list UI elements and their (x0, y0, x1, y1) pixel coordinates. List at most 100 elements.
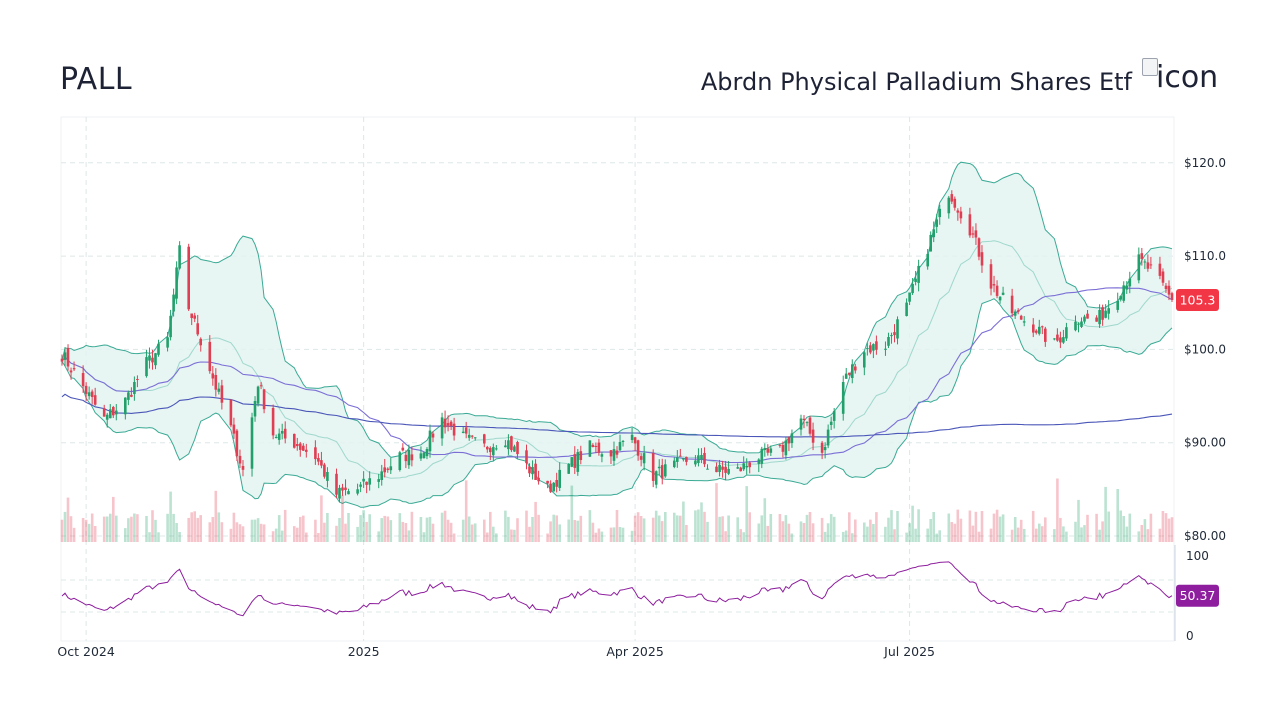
candle-body (145, 357, 148, 377)
volume-bar (579, 515, 583, 542)
candle-body (642, 453, 646, 464)
volume-bar (1107, 511, 1110, 542)
candle-body (555, 480, 558, 487)
volume-bar (576, 520, 580, 542)
volume-bar (929, 519, 932, 542)
volume-bar (706, 521, 709, 542)
volume-bar (280, 530, 284, 542)
volume-bar (398, 513, 402, 542)
candle-body (489, 447, 492, 453)
volume-bar (549, 521, 552, 542)
candle-body (896, 319, 899, 339)
candle-body (84, 385, 88, 394)
volume-bar (884, 526, 887, 542)
date-tick-label: 2025 (348, 644, 380, 659)
volume-bar (664, 512, 667, 542)
candle-body (676, 457, 679, 462)
candle-body (1140, 253, 1144, 259)
volume-bar (787, 523, 791, 542)
volume-bar (591, 522, 595, 542)
volume-bar (1010, 529, 1014, 542)
volume-bar (359, 515, 362, 542)
candle-body (799, 418, 803, 430)
candle-body (187, 246, 190, 310)
volume-bar (443, 510, 447, 542)
volume-bar (832, 516, 836, 542)
volume-bar (552, 514, 555, 542)
candle-body (69, 370, 73, 373)
candle-body (682, 458, 685, 460)
candle-body (609, 450, 613, 457)
candle-body (715, 466, 718, 473)
volume-bar (69, 516, 73, 542)
candle-body (241, 466, 245, 470)
candle-body (890, 335, 893, 337)
volume-bar (157, 532, 160, 542)
volume-bar (851, 533, 854, 542)
volume-bar (636, 512, 640, 542)
volume-bar (887, 517, 890, 542)
candle-body (81, 373, 85, 387)
volume-bar (757, 523, 761, 542)
candle-body (383, 467, 386, 473)
volume-bar (823, 531, 827, 542)
volume-bar (959, 518, 963, 542)
candle-body (660, 465, 664, 479)
candle-body (112, 407, 115, 416)
volume-bar (974, 511, 978, 542)
candle-body (673, 460, 676, 467)
volume-bar (766, 525, 770, 542)
candle-body (359, 484, 362, 487)
volume-bar (799, 521, 803, 542)
candle-body (980, 252, 984, 266)
volume-bar (528, 526, 531, 542)
volume-bar (293, 526, 296, 542)
volume-bar (1143, 519, 1147, 542)
candle-body (781, 445, 785, 452)
candle-body (419, 453, 423, 459)
candle-body (190, 313, 193, 318)
volume-bar (612, 527, 616, 542)
candle-body (510, 436, 513, 451)
volume-bar (169, 491, 172, 542)
volume-bar (558, 524, 561, 542)
candle-body (93, 395, 97, 405)
candle-body (612, 449, 616, 461)
bollinger-band (61, 161, 1173, 508)
volume-bar (998, 516, 1002, 542)
volume-bar (685, 525, 688, 542)
volume-bar (302, 515, 305, 542)
candle-body (407, 449, 411, 466)
candle-body (486, 446, 489, 450)
candle-body (440, 417, 444, 439)
candle-body (841, 382, 845, 414)
candle-body (229, 399, 233, 426)
volume-bar (588, 510, 592, 542)
candle-body (1059, 337, 1062, 343)
volume-bar (1095, 513, 1098, 542)
candle-body (467, 434, 471, 438)
volume-bar (93, 526, 97, 542)
volume-bar (401, 521, 405, 542)
volume-bar (1116, 489, 1119, 542)
volume-bar (715, 483, 718, 542)
candle-body (851, 364, 854, 378)
volume-bar (537, 514, 540, 542)
volume-bar (594, 532, 598, 542)
candle-body (1143, 261, 1147, 263)
candle-body (1035, 330, 1038, 333)
volume-bar (938, 530, 941, 542)
candle-body (105, 414, 109, 420)
volume-bar (473, 523, 477, 542)
candle-body (443, 418, 447, 428)
chart-frame (60, 116, 1176, 642)
candle-body (1164, 285, 1168, 289)
volume-bar (992, 513, 996, 542)
volume-bar (130, 516, 133, 542)
candle-body (1116, 300, 1119, 310)
volume-bar (947, 513, 951, 542)
date-tick-label: Oct 2024 (57, 644, 114, 659)
volume-bar (211, 517, 215, 542)
candle-body (335, 473, 338, 495)
